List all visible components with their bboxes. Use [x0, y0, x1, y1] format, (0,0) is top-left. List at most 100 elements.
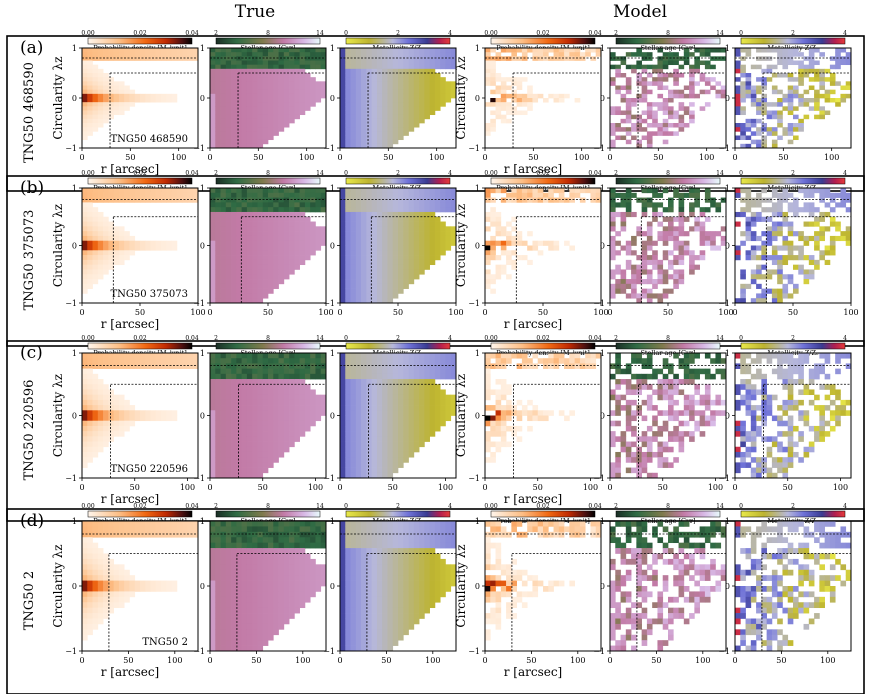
heatmap-cell [673, 217, 679, 222]
heatmap-cell [340, 86, 346, 91]
heatmap-cell [689, 250, 695, 255]
heatmap-cell [226, 426, 232, 432]
heatmap-cell [532, 48, 538, 53]
heatmap-cell [315, 395, 321, 401]
heatmap-cell [305, 90, 311, 95]
heatmap-cell [236, 198, 242, 203]
heatmap-cell [485, 431, 491, 437]
heatmap-cell [398, 395, 404, 401]
heatmap-cell [279, 400, 285, 406]
heatmap-cell [398, 250, 404, 255]
heatmap-cell [242, 90, 248, 95]
heatmap-cell [315, 353, 321, 359]
heatmap-cell [226, 274, 232, 279]
heatmap-cell [740, 212, 746, 217]
heatmap-cell [377, 94, 383, 99]
heatmap-cell [621, 136, 627, 141]
heatmap-cell [485, 389, 491, 395]
heatmap-cell [257, 269, 263, 274]
heatmap-cell [300, 389, 306, 395]
heatmap-cell [263, 395, 269, 401]
heatmap-cell [377, 106, 383, 111]
heatmap-cell [87, 111, 93, 116]
heatmap-cell [393, 265, 399, 270]
heatmap-cell [403, 241, 409, 246]
heatmap-cell [103, 416, 109, 422]
heatmap-cell [82, 457, 88, 463]
heatmap-cell [657, 48, 663, 53]
heatmap-cell [236, 48, 242, 53]
heatmap-cell [382, 207, 388, 212]
heatmap-cell [356, 77, 362, 82]
heatmap-cell [82, 81, 88, 86]
heatmap-cell [366, 123, 372, 128]
heatmap-cell [210, 279, 216, 284]
heatmap-cell [215, 265, 221, 270]
heatmap-cell [87, 369, 93, 375]
heatmap-cell [215, 86, 221, 91]
heatmap-cell [626, 86, 632, 91]
heatmap-cell [215, 468, 221, 474]
heatmap-cell [252, 293, 258, 298]
heatmap-cell [247, 81, 253, 86]
heatmap-cell [485, 284, 491, 289]
heatmap-cell [657, 260, 663, 265]
heatmap-cell [305, 61, 311, 66]
heatmap-cell [372, 94, 378, 99]
heatmap-cell [382, 202, 388, 207]
heatmap-cell [345, 106, 351, 111]
heatmap-cell [382, 94, 388, 99]
heatmap-cell [231, 260, 237, 265]
heatmap-cell [527, 48, 533, 53]
colorbar-tick-metal: 4 [448, 30, 452, 37]
heatmap-cell [221, 193, 227, 198]
heatmap-cell [210, 77, 216, 82]
heatmap-cell [387, 131, 393, 136]
heatmap-cell [93, 236, 99, 241]
heatmap-cell [735, 61, 741, 66]
heatmap-cell [440, 363, 446, 369]
heatmap-cell [777, 269, 783, 274]
heatmap-cell [273, 457, 279, 463]
heatmap-cell [615, 73, 621, 78]
heatmap-cell [517, 98, 523, 103]
heatmap-cell [242, 56, 248, 61]
heatmap-cell [668, 274, 674, 279]
heatmap-cell [82, 246, 88, 251]
heatmap-cell [340, 65, 346, 70]
ytick-label: 0 [72, 412, 77, 421]
heatmap-cell [377, 241, 383, 246]
heatmap-cell [673, 52, 679, 57]
heatmap-cell [82, 255, 88, 260]
heatmap-cell [82, 217, 88, 222]
heatmap-cell [231, 102, 237, 107]
heatmap-cell [382, 188, 388, 193]
heatmap-cell [129, 236, 135, 241]
heatmap-cell [247, 48, 253, 53]
heatmap-cell [414, 265, 420, 270]
heatmap-cell [279, 236, 285, 241]
heatmap-cell [715, 90, 721, 95]
heatmap-cell [527, 400, 533, 406]
heatmap-cell [140, 241, 146, 246]
heatmap-cell [82, 193, 88, 198]
heatmap-cell [294, 246, 300, 251]
heatmap-cell [440, 61, 446, 66]
heatmap-cell [419, 212, 425, 217]
xtick-label: 50 [653, 153, 663, 162]
heatmap-cell [610, 193, 616, 198]
heatmap-cell [414, 111, 420, 116]
heatmap-cell [231, 274, 237, 279]
colorbar-tick-density: 0.04 [588, 30, 602, 37]
heatmap-cell [231, 462, 237, 468]
colorbar-tick-density: 0.04 [588, 335, 602, 342]
heatmap-cell [273, 436, 279, 442]
heatmap-cell [445, 363, 451, 369]
heatmap-cell [279, 241, 285, 246]
heatmap-cell [215, 374, 221, 380]
ytick-label: 1 [200, 44, 205, 53]
heatmap-cell [761, 123, 767, 128]
heatmap-cell [310, 410, 316, 416]
heatmap-cell [387, 384, 393, 390]
heatmap-cell [351, 102, 357, 107]
